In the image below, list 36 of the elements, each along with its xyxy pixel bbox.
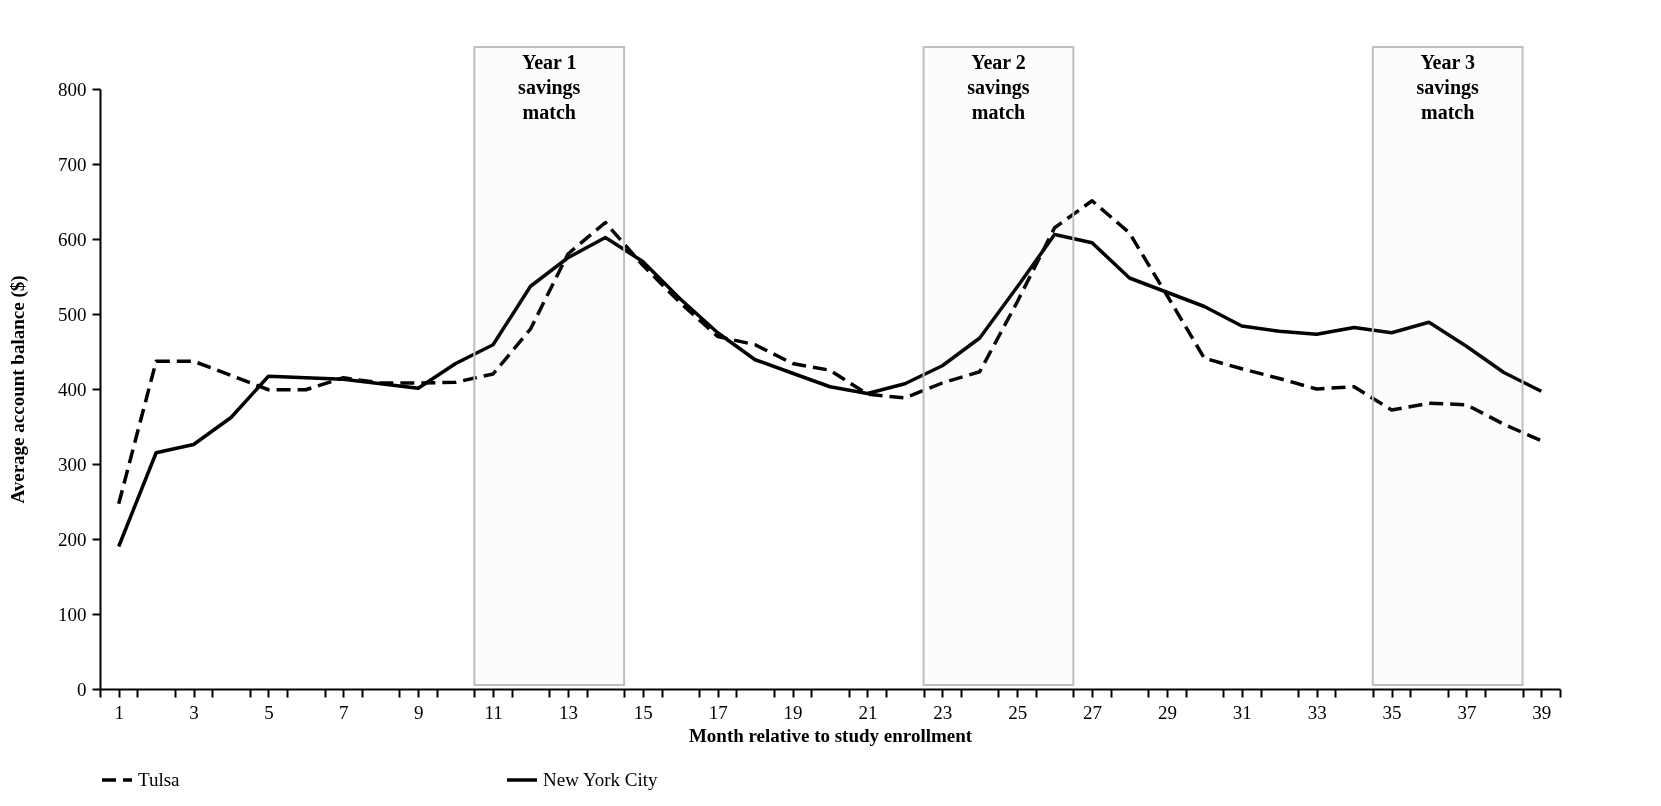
x-tick-label: 25: [1008, 701, 1028, 723]
x-tick-label: 23: [933, 701, 953, 723]
x-tick-label: 17: [708, 701, 728, 723]
x-tick-label: 29: [1157, 701, 1177, 723]
legend-label: Tulsa: [138, 769, 181, 790]
band-label: Year 1 savings match: [518, 51, 581, 123]
y-tick-label: 0: [77, 678, 87, 700]
band-label: Year 3 savings match: [1416, 51, 1480, 123]
y-tick-label: 100: [58, 603, 87, 625]
legend-label: New York City: [543, 769, 659, 790]
x-tick-label: 19: [783, 701, 803, 723]
y-tick-label: 700: [58, 153, 87, 175]
y-tick-label: 200: [58, 528, 87, 550]
x-tick-label: 15: [633, 701, 653, 723]
x-tick-label: 37: [1457, 701, 1477, 723]
x-axis-title: Month relative to study enrollment: [688, 724, 973, 746]
x-tick-label: 31: [1232, 701, 1252, 723]
x-tick-label: 35: [1382, 701, 1402, 723]
x-tick-label: 33: [1307, 701, 1327, 723]
x-tick-label: 5: [264, 701, 274, 723]
x-tick-label: 11: [484, 701, 503, 723]
x-tick-label: 27: [1083, 701, 1103, 723]
x-tick-label: 13: [558, 701, 578, 723]
x-tick-label: 21: [858, 701, 878, 723]
x-tick-label: 9: [413, 701, 424, 723]
y-tick-label: 400: [58, 378, 87, 400]
y-axis-title: Average account balance ($): [7, 275, 29, 504]
y-tick-label: 800: [58, 78, 87, 100]
x-tick-label: 3: [189, 701, 199, 723]
x-tick-label: 1: [114, 701, 124, 723]
band-label: Year 2 savings match: [967, 51, 1030, 123]
x-tick-label: 7: [339, 701, 349, 723]
y-tick-label: 300: [58, 453, 87, 475]
y-tick-label: 600: [58, 228, 87, 250]
x-tick-label: 39: [1532, 701, 1552, 723]
y-tick-label: 500: [58, 303, 87, 325]
